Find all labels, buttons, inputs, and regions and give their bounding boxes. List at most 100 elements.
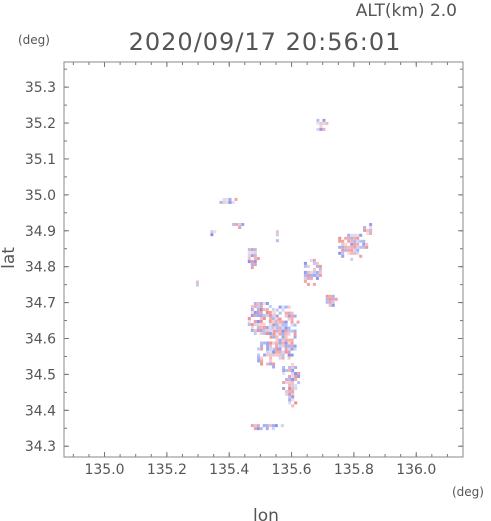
echo-pixel xyxy=(253,329,257,332)
echo-pixel xyxy=(359,245,363,249)
echo-pixel xyxy=(278,332,282,336)
echo-pixel xyxy=(350,242,354,246)
echo-pixel xyxy=(353,233,357,237)
echo-pixel xyxy=(284,338,288,342)
echo-pixel xyxy=(288,375,292,378)
echo-pixel xyxy=(247,251,251,255)
echo-pixel xyxy=(247,320,251,323)
echo-pixel xyxy=(272,335,276,339)
echo-pixel xyxy=(271,308,275,311)
echo-pixel xyxy=(266,347,270,351)
echo-pixel xyxy=(247,260,251,264)
echo-pixel xyxy=(331,300,335,304)
echo-pixel xyxy=(250,254,254,258)
echo-pixel xyxy=(287,314,291,318)
echo-pixel xyxy=(322,127,326,131)
echo-pixel xyxy=(259,320,263,323)
echo-pixel xyxy=(265,311,269,314)
echo-pixel xyxy=(260,362,264,366)
echo-pixel xyxy=(195,280,199,284)
echo-pixel xyxy=(319,127,323,131)
echo-pixel xyxy=(247,317,251,320)
echo-pixel xyxy=(325,121,329,125)
echo-pixel xyxy=(341,254,345,258)
echo-pixel xyxy=(272,365,276,369)
echo-pixel xyxy=(281,353,285,357)
echo-pixel xyxy=(344,236,348,240)
echo-pixel xyxy=(253,424,257,428)
echo-pixel xyxy=(369,223,373,226)
echo-pixel xyxy=(253,257,257,261)
echo-pixel xyxy=(265,424,269,428)
echo-pixel xyxy=(259,302,263,305)
echo-pixel xyxy=(262,317,266,320)
echo-pixel xyxy=(278,338,282,342)
echo-pixel xyxy=(262,314,266,317)
echo-pixel xyxy=(241,223,245,226)
echo-pixel xyxy=(341,248,345,252)
echo-pixel xyxy=(297,375,301,378)
echo-pixel xyxy=(366,229,370,232)
echo-pixel xyxy=(287,311,291,315)
radar-echo-cells xyxy=(195,118,373,431)
echo-pixel xyxy=(235,223,239,226)
echo-pixel xyxy=(231,200,235,204)
echo-pixel xyxy=(309,270,313,274)
echo-pixel xyxy=(306,282,310,286)
echo-pixel xyxy=(269,350,273,354)
echo-pixel xyxy=(281,356,285,360)
echo-pixel xyxy=(222,197,226,201)
echo-pixel xyxy=(288,384,292,387)
echo-pixel xyxy=(269,341,273,345)
echo-pixel xyxy=(269,344,273,348)
echo-pixel xyxy=(271,424,275,428)
echo-pixel xyxy=(312,270,316,274)
echo-pixel xyxy=(259,308,263,311)
echo-pixel xyxy=(272,329,276,333)
echo-pixel xyxy=(257,359,261,363)
echo-pixel xyxy=(271,311,275,314)
echo-pixel xyxy=(291,375,295,378)
echo-pixel xyxy=(259,311,263,314)
echo-pixel xyxy=(260,341,264,345)
echo-pixel xyxy=(281,338,285,342)
echo-pixel xyxy=(272,332,276,336)
echo-pixel xyxy=(325,294,329,298)
echo-pixel xyxy=(293,347,297,351)
echo-pixel xyxy=(268,329,272,332)
echo-pixel xyxy=(288,390,292,393)
echo-pixel xyxy=(256,326,260,329)
echo-pixel xyxy=(281,329,285,333)
echo-pixel xyxy=(253,305,257,308)
echo-pixel xyxy=(274,424,278,428)
echo-pixel xyxy=(278,347,282,351)
echo-pixel xyxy=(347,239,351,243)
echo-pixel xyxy=(315,273,319,277)
echo-pixel xyxy=(275,350,279,354)
echo-pixel xyxy=(250,248,254,252)
echo-pixel xyxy=(365,245,369,249)
echo-pixel xyxy=(294,384,298,387)
echo-pixel xyxy=(316,121,320,125)
echo-pixel xyxy=(253,260,257,264)
echo-pixel xyxy=(287,329,291,333)
echo-pixel xyxy=(350,236,354,240)
echo-pixel xyxy=(325,300,329,304)
echo-pixel xyxy=(312,282,316,286)
echo-pixel xyxy=(262,326,266,329)
echo-pixel xyxy=(365,242,369,246)
echo-pixel xyxy=(256,311,260,314)
echo-pixel xyxy=(278,311,282,315)
altitude-label: ALT(km) 2.0 xyxy=(356,1,457,21)
echo-pixel xyxy=(284,326,288,330)
echo-pixel xyxy=(265,329,269,332)
echo-pixel xyxy=(328,303,332,307)
echo-pixel xyxy=(266,344,270,348)
echo-pixel xyxy=(309,273,313,277)
echo-pixel xyxy=(291,393,295,396)
plot-frame xyxy=(63,61,464,458)
echo-pixel xyxy=(275,353,279,357)
echo-pixel xyxy=(356,245,360,249)
echo-pixel xyxy=(275,239,279,243)
